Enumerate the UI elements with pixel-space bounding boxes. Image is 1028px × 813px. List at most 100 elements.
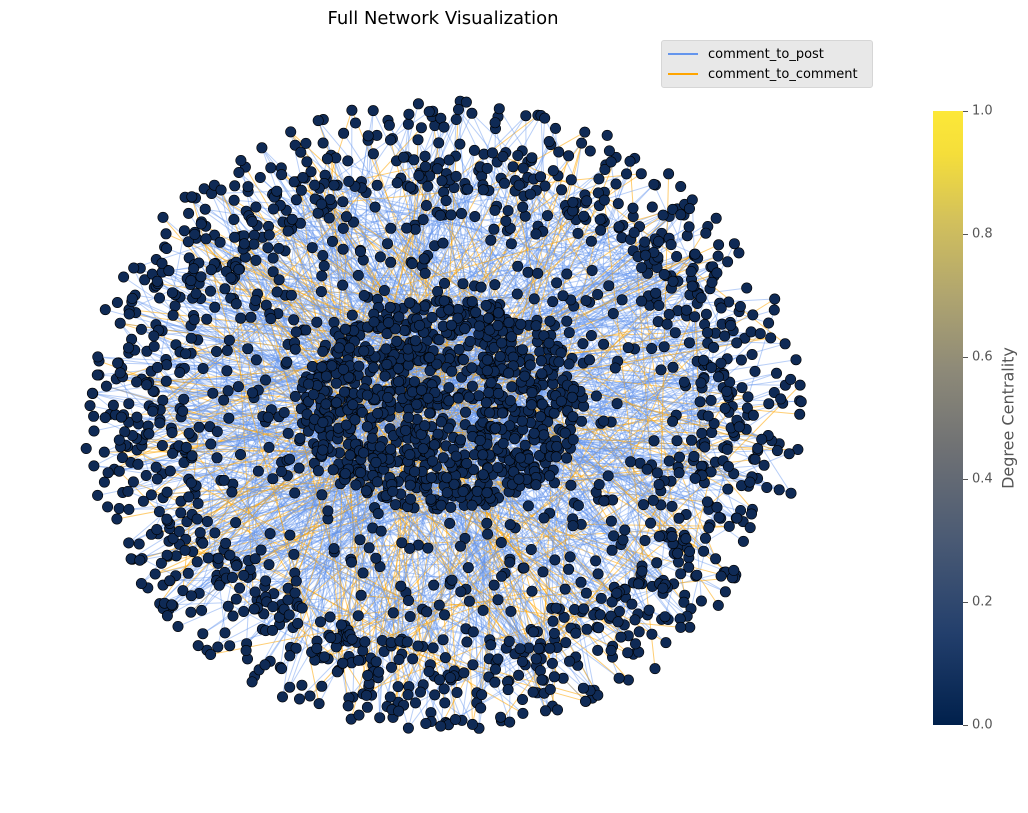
network-node (583, 354, 595, 366)
network-node (467, 659, 479, 671)
network-node (451, 686, 463, 698)
network-node (613, 221, 625, 233)
network-node (161, 610, 173, 622)
edge-comment-to-post (290, 369, 481, 648)
network-node (284, 453, 296, 465)
network-node (151, 473, 163, 485)
network-node (507, 161, 519, 173)
network-node (102, 501, 114, 513)
network-node (289, 343, 301, 355)
network-node (314, 616, 326, 628)
network-node (577, 682, 589, 694)
network-node (276, 663, 288, 675)
network-node (536, 398, 548, 410)
network-node (246, 676, 258, 688)
network-node (137, 495, 149, 507)
network-node (306, 242, 318, 254)
network-node (745, 326, 757, 338)
network-node (356, 406, 368, 418)
network-node (715, 570, 727, 582)
network-node (100, 380, 112, 392)
network-node (328, 316, 340, 328)
edge-comment-to-comment (166, 255, 719, 493)
network-node (308, 388, 320, 400)
network-node (481, 487, 493, 499)
edge-comment-to-comment (314, 599, 499, 661)
network-node (504, 556, 516, 568)
network-node (445, 209, 457, 221)
network-node (211, 426, 223, 438)
network-node (515, 318, 527, 330)
network-node (293, 462, 305, 474)
network-node (349, 414, 361, 426)
network-node (464, 335, 476, 347)
colorbar-tick (963, 233, 968, 235)
network-node (503, 316, 515, 328)
network-node (710, 553, 722, 565)
network-node (440, 195, 452, 207)
network-node (382, 391, 394, 403)
network-node (422, 392, 434, 404)
network-node (173, 525, 185, 537)
network-node (433, 137, 445, 149)
network-node (166, 427, 178, 439)
network-node (186, 191, 198, 203)
network-node (406, 386, 418, 398)
network-node (402, 118, 414, 130)
network-node (534, 346, 546, 358)
network-node (415, 122, 427, 134)
network-node (88, 460, 100, 472)
network-node (511, 288, 523, 300)
network-node (404, 610, 416, 622)
network-node (655, 364, 667, 376)
network-node (333, 342, 345, 354)
network-node (300, 324, 312, 336)
edge-comment-to-post (203, 188, 420, 327)
network-node (419, 420, 431, 432)
network-node (92, 489, 104, 501)
colorbar-tick (963, 602, 968, 604)
edge-comment-to-comment (152, 114, 539, 412)
network-node (538, 330, 550, 342)
network-node (383, 119, 395, 131)
network-node (471, 485, 483, 497)
network-node (645, 517, 657, 529)
network-node (454, 540, 466, 552)
network-node (393, 653, 405, 665)
network-node (256, 142, 268, 154)
network-node (477, 184, 489, 196)
network-node (161, 486, 173, 498)
network-node (556, 184, 568, 196)
network-node (433, 599, 445, 611)
network-node (340, 419, 352, 431)
network-node (513, 669, 525, 681)
network-node (127, 476, 139, 488)
network-node (731, 337, 743, 349)
network-node (470, 306, 482, 318)
network-node (439, 697, 451, 709)
network-node (84, 400, 96, 412)
network-node (694, 396, 706, 408)
network-node (402, 594, 414, 606)
network-node (504, 519, 516, 531)
network-node (289, 487, 301, 499)
network-node (119, 426, 131, 438)
network-node (528, 293, 540, 305)
network-node (263, 229, 275, 241)
network-node (413, 170, 425, 182)
network-node (360, 485, 372, 497)
legend-entry-comment-to-comment: comment_to_comment (668, 65, 858, 83)
edge-comment-to-post (270, 237, 663, 320)
network-node (155, 557, 167, 569)
network-node (467, 626, 479, 638)
network-node (284, 650, 296, 662)
edge-comment-to-post (237, 466, 679, 566)
network-node (133, 538, 145, 550)
network-node (135, 323, 147, 335)
edge-comment-to-post (391, 402, 783, 668)
network-node (563, 150, 575, 162)
network-node (320, 398, 332, 410)
network-node (561, 452, 573, 464)
network-node (433, 674, 445, 686)
network-node (734, 300, 746, 312)
